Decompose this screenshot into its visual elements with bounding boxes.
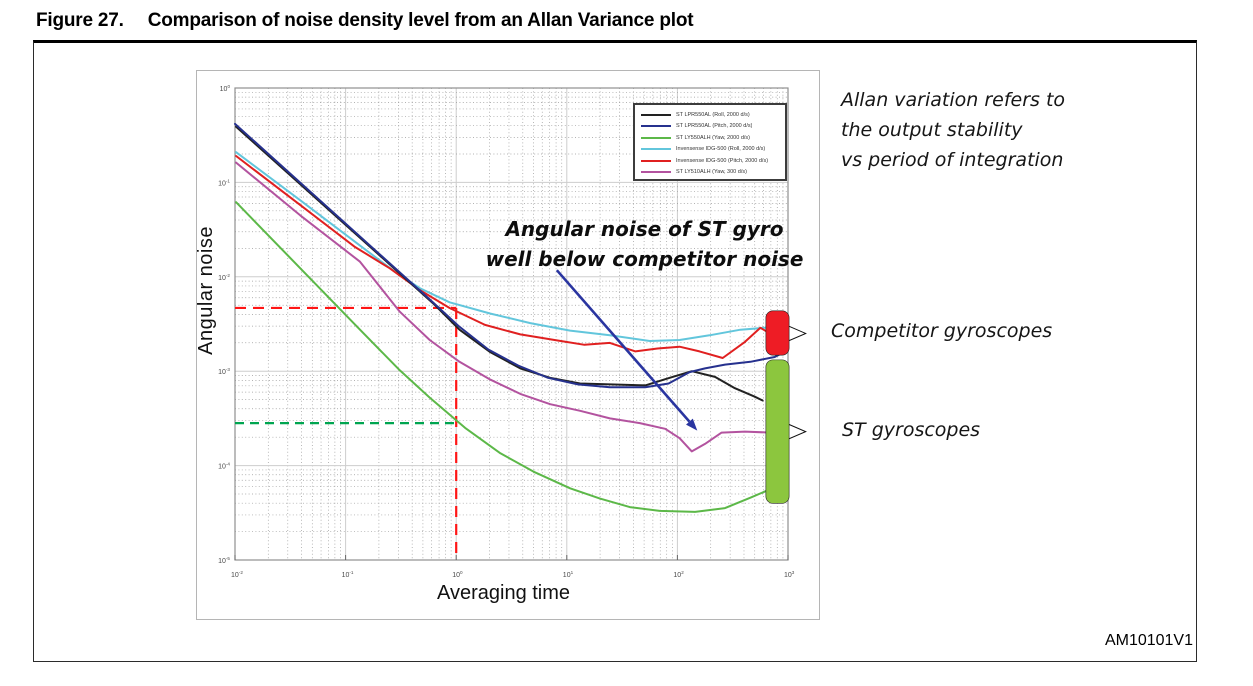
figure-caption: Comparison of noise density level from a… [147, 10, 694, 31]
legend-label: Invensense IDG-500 (Pitch, 2000 d/s) [676, 157, 769, 164]
tick-label: 100 [220, 84, 231, 93]
tick-label: 10-1 [218, 178, 230, 187]
tick-label: 10-1 [342, 570, 354, 579]
legend-swatch [641, 113, 671, 116]
allan-definition-text: Allan variation refers to the output sta… [841, 85, 1065, 175]
figure-number: Figure 27. [36, 10, 124, 31]
competitor-group-label: Competitor gyroscopes [831, 320, 1053, 342]
legend-swatch [641, 171, 671, 174]
legend-label: ST LPR550AL (Roll, 2000 d/s) [676, 111, 750, 118]
series-line-5 [235, 161, 787, 453]
st-group-label: ST gyroscopes [842, 419, 981, 441]
tick-label: 101 [563, 570, 574, 579]
axis-ticks: 10-2 10-1 100 101 102 103 100 10-1 10-2 10-3 10-4 1… [218, 84, 795, 579]
annotation-note-line1: Angular noise of ST gyro [505, 217, 784, 241]
legend-item-2: ST LY550ALH (Yaw, 2000 d/s) [641, 132, 785, 144]
figure-reference-code: AM10101V1 [1104, 632, 1193, 649]
legend-swatch [641, 159, 671, 162]
tick-label: 103 [784, 570, 795, 579]
allan-definition-line3: vs period of integration [841, 149, 1064, 171]
annotation-arrow-head [686, 418, 698, 431]
legend-label: ST LY510ALH (Yaw, 300 d/s) [676, 169, 747, 176]
figure-title: Figure 27. Comparison of noise density l… [36, 10, 694, 32]
tick-label: 10-3 [218, 367, 230, 376]
legend: ST LPR550AL (Roll, 2000 d/s) ST LPR550AL … [633, 103, 787, 181]
annotation-note-line2: well below competitor noise [485, 247, 804, 271]
legend-item-1: ST LPR550AL (Pitch, 2000 d/s) [641, 121, 785, 133]
series-line-1 [234, 122, 787, 389]
tick-label: 10-2 [231, 570, 243, 579]
allan-definition-line2: the output stability [841, 119, 1023, 141]
legend-label: ST LY550ALH (Yaw, 2000 d/s) [676, 134, 750, 141]
allan-definition-line1: Allan variation refers to [841, 89, 1066, 111]
legend-label: ST LPR550AL (Pitch, 2000 d/s) [676, 123, 753, 130]
annotation-arrow-shaft [555, 269, 691, 423]
tick-label: 10-2 [218, 273, 230, 282]
annotation-note: Angular noise of ST gyro well below comp… [452, 214, 837, 274]
series-line-4 [235, 155, 787, 359]
legend-swatch [641, 136, 671, 139]
tick-label: 100 [452, 570, 463, 579]
legend-label: Invensense IDG-500 (Roll, 2000 d/s) [676, 146, 766, 153]
tick-label: 102 [673, 570, 684, 579]
legend-item-3: Invensense IDG-500 (Roll, 2000 d/s) [641, 144, 785, 156]
legend-item-5: ST LY510ALH (Yaw, 300 d/s) [641, 167, 785, 179]
legend-swatch [641, 125, 671, 128]
legend-swatch [641, 148, 671, 151]
y-axis-label: Angular noise [195, 226, 217, 355]
tick-label: 10-4 [218, 462, 230, 471]
bracket-competitor-group [765, 310, 790, 356]
series-line-3 [235, 151, 787, 342]
bracket-st-group [765, 359, 790, 504]
series-line-0 [235, 125, 764, 402]
tick-label: 10-5 [218, 556, 230, 565]
legend-item-0: ST LPR550AL (Roll, 2000 d/s) [641, 109, 785, 121]
x-axis-label: Averaging time [437, 582, 571, 604]
series-line-2 [235, 201, 787, 513]
legend-item-4: Invensense IDG-500 (Pitch, 2000 d/s) [641, 155, 785, 167]
